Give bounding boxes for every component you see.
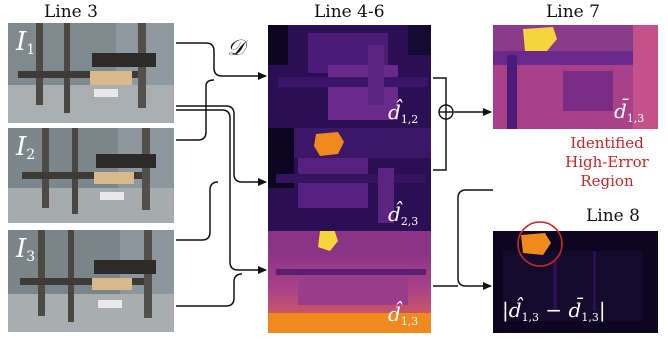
input-image-3 (8, 230, 174, 332)
arrow-i2-to-d12 (176, 79, 215, 141)
arrow-i1-to-d13 (176, 109, 267, 274)
merged-depth-map (493, 25, 658, 129)
arrow-i3-to-d13 (176, 273, 243, 307)
arrow-line7-to-error (457, 189, 493, 290)
merge-oplus-icon (438, 104, 454, 120)
high-error-annotation: Identified High-Error Region (565, 134, 649, 190)
depth-label-1-2: d̂1,2 (388, 100, 419, 126)
input-image-1 (8, 23, 174, 123)
input-label-2: I2 (16, 132, 36, 163)
error-label: |d̂1,3 − d̄1,3| (502, 298, 606, 324)
column-title-line7: Line 7 (546, 2, 600, 22)
operator-label: 𝒟 (227, 36, 245, 61)
depth-map-1-2 (268, 25, 431, 130)
column-title-line8: Line 8 (586, 206, 640, 226)
arrow-i1-to-d12 (176, 42, 267, 80)
error-map (493, 231, 658, 333)
depth-map-2-3 (268, 128, 431, 231)
merged-depth-label: d̄1,3 (614, 99, 645, 125)
column-title-line4-6: Line 4-6 (314, 2, 385, 22)
input-label-3: I3 (16, 234, 36, 265)
depth-label-2-3: d̂2,3 (388, 202, 419, 228)
arrow-i3-to-d23 (176, 181, 219, 241)
arrow-d23-to-merge (433, 118, 447, 171)
input-image-2 (8, 128, 174, 223)
depth-label-1-3: d̂1,3 (388, 302, 419, 328)
column-title-line3: Line 3 (44, 2, 98, 22)
input-label-1: I1 (16, 27, 36, 58)
arrow-d12-to-merge (433, 77, 447, 106)
high-error-highlight-circle (517, 221, 563, 267)
depth-map-1-3 (268, 231, 431, 333)
arrow-i2-to-d23 (176, 105, 267, 186)
